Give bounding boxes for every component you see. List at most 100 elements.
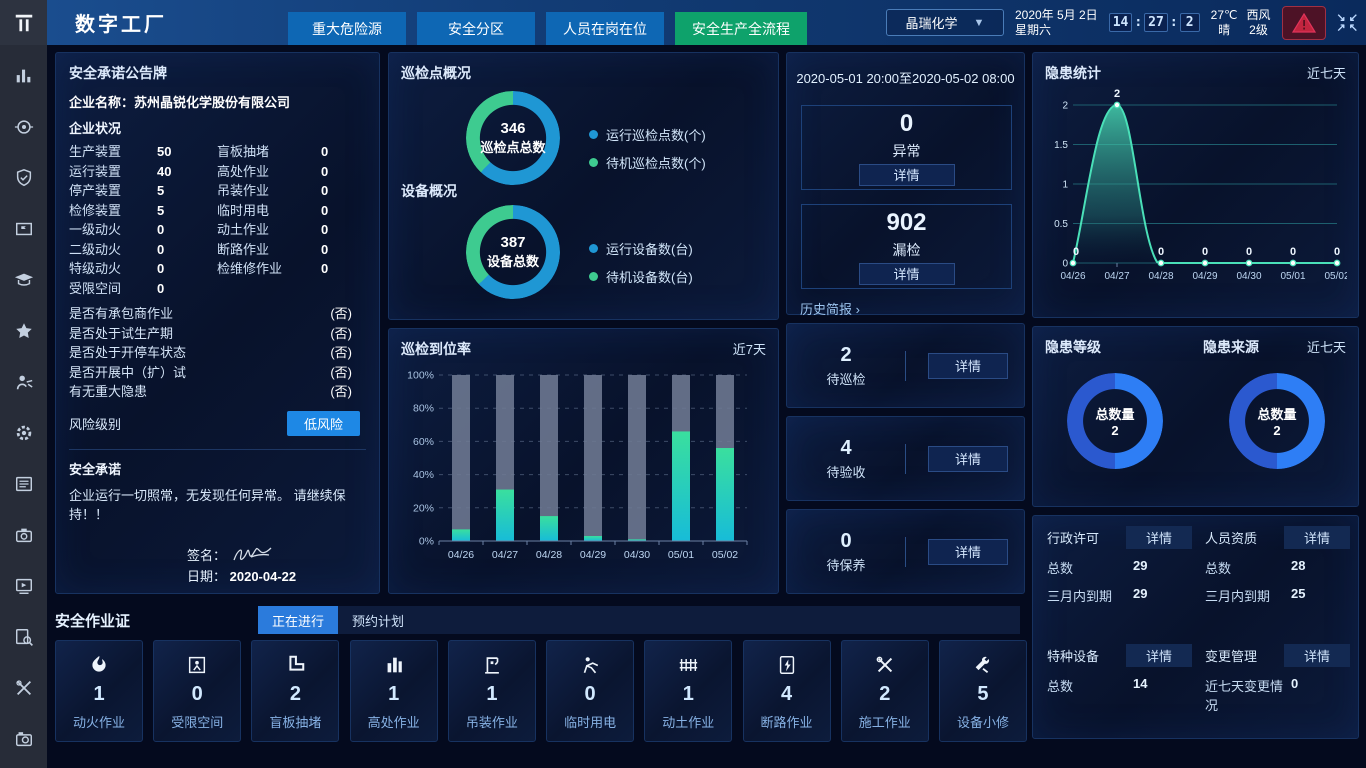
nav-button-1[interactable]: 安全分区	[417, 12, 535, 45]
detail-button[interactable]: 详情	[858, 163, 955, 186]
stat-label: 检维修作业	[217, 261, 283, 276]
sidebar-item-graduation-cap[interactable]	[14, 270, 34, 290]
svg-text:1: 1	[1062, 180, 1068, 191]
question-value: (否)	[330, 306, 352, 321]
sidebar-item-star[interactable]	[14, 321, 34, 341]
rate-chart-title: 巡检到位率	[401, 341, 471, 357]
detail-button[interactable]: 详情	[928, 352, 1008, 379]
permit-card-动火作业[interactable]: 1 动火作业	[55, 640, 143, 742]
stat-label: 一级动火	[69, 222, 122, 237]
risk-level-badge[interactable]: 低风险	[286, 410, 360, 436]
app-logo	[0, 0, 47, 45]
stat-value: 0	[321, 241, 329, 257]
shift-summary-panel: 2020-05-01 20:00至2020-05-02 08:00 0 异常 详情 9…	[786, 52, 1025, 317]
search-doc-icon	[15, 629, 33, 646]
info-row: 三月内到期 29	[1047, 586, 1192, 605]
detail-button[interactable]: 详情	[1126, 526, 1192, 549]
star-icon	[15, 323, 32, 338]
sidebar-item-tools[interactable]	[14, 678, 34, 698]
danger-donut-range: 近七天	[1306, 340, 1346, 355]
svg-text:04/29: 04/29	[1192, 271, 1217, 282]
info-row: 近七天变更情况 0	[1205, 676, 1350, 714]
lifting-icon	[481, 653, 503, 677]
permit-card-动土作业[interactable]: 1 动土作业	[644, 640, 733, 742]
detail-button[interactable]: 详情	[928, 538, 1008, 565]
company-select[interactable]: 晶瑞化学 ▼	[885, 9, 1004, 36]
permit-card-设备小修[interactable]: 5 设备小修	[938, 640, 1027, 742]
danger-donuts-panel: 隐患等级 隐患来源 近七天 总数量 2 总数量 2	[1032, 326, 1359, 507]
company-status-title: 企业状况	[69, 121, 122, 136]
nav-button-3[interactable]: 安全生产全流程	[675, 12, 807, 45]
legend-item: 待机设备数(台)	[589, 267, 693, 286]
stat-value: 5	[157, 202, 165, 218]
stat-value: 50	[157, 144, 172, 159]
repair-icon	[972, 653, 994, 677]
info-block-行政许可: 行政许可 详情 总数 29 三月内到期 29	[1047, 526, 1192, 605]
svg-text:1.5: 1.5	[1054, 140, 1068, 151]
sidebar-item-camera[interactable]	[14, 525, 34, 545]
info-row-label: 总数	[1047, 561, 1074, 576]
permit-count: 1	[682, 683, 694, 705]
sidebar-item-shield-check[interactable]	[14, 168, 34, 188]
chevron-down-icon: ▼	[973, 16, 985, 29]
detail-button[interactable]: 详情	[1284, 526, 1350, 549]
legend-dot-icon	[589, 244, 598, 253]
permit-card-临时用电[interactable]: 0 临时用电	[546, 640, 635, 742]
sidebar-item-worker[interactable]	[14, 372, 34, 392]
detail-button[interactable]: 详情	[1284, 644, 1350, 667]
device-camera-icon	[15, 732, 32, 747]
sidebar-item-gear[interactable]	[14, 423, 34, 443]
stat-value: 0	[157, 280, 165, 296]
send-doc-icon	[15, 578, 32, 594]
info-block-header: 行政许可 详情	[1047, 526, 1192, 549]
detail-button[interactable]: 详情	[858, 262, 955, 285]
permit-card-施工作业[interactable]: 2 施工作业	[840, 640, 929, 742]
nav-button-0[interactable]: 重大危险源	[288, 12, 406, 45]
permits-tab-0[interactable]: 正在进行	[258, 606, 339, 634]
detail-button[interactable]: 详情	[928, 445, 1008, 472]
permit-card-受限空间[interactable]: 0 受限空间	[153, 640, 242, 742]
sidebar-item-form[interactable]	[14, 474, 34, 494]
stat-label: 高处作业	[217, 163, 270, 179]
permit-count: 2	[289, 683, 301, 705]
danger-level-donut	[1067, 373, 1163, 469]
permit-card-盲板抽堵[interactable]: 2 盲板抽堵	[251, 640, 340, 742]
permit-card-吊装作业[interactable]: 1 吊装作业	[447, 640, 536, 742]
alarm-button[interactable]	[1281, 5, 1326, 40]
stat-label: 特级动火	[69, 261, 122, 276]
info-row: 总数 28	[1205, 558, 1350, 577]
nav-button-2[interactable]: 人员在岗在位	[546, 12, 664, 45]
detail-button[interactable]: 详情	[1126, 644, 1192, 667]
info-block-header: 变更管理 详情	[1205, 644, 1350, 667]
permits-tab-1[interactable]: 预约计划	[352, 613, 405, 629]
permit-card-断路作业[interactable]: 4 断路作业	[742, 640, 831, 742]
patrol-legend: 运行巡检点数(个) 待机巡检点数(个)	[589, 125, 706, 172]
stat-value: 0	[321, 163, 329, 179]
shield-check-icon	[16, 169, 31, 187]
svg-text:80%: 80%	[413, 403, 434, 415]
svg-text:20%: 20%	[413, 502, 434, 514]
sidebar-item-device-camera[interactable]	[14, 729, 34, 749]
sidebar-item-search-doc[interactable]	[14, 627, 34, 647]
left-sidebar	[0, 0, 47, 768]
stat-value: 40	[157, 163, 172, 179]
collapse-screen-icon[interactable]: ↘ ↙ ↗ ↖	[1336, 11, 1359, 34]
svg-text:05/02: 05/02	[1324, 271, 1347, 282]
sidebar-item-board-flag[interactable]	[14, 219, 34, 239]
info-block-特种设备: 特种设备 详情 总数 14	[1047, 644, 1192, 695]
sidebar-item-bar-chart[interactable]	[14, 66, 34, 86]
date-display: 2020年 5月 2日 星期六	[1014, 7, 1098, 37]
sidebar-item-monitor[interactable]	[14, 117, 34, 137]
question-value: (否)	[330, 325, 352, 341]
question-row: 是否有承包商作业 (否)	[69, 304, 366, 324]
permit-count: 1	[388, 683, 400, 705]
svg-text:0: 0	[1334, 246, 1340, 258]
history-report-link[interactable]: 历史简报 ›	[800, 302, 860, 317]
svg-text:0: 0	[1073, 246, 1079, 258]
sidebar-item-send-doc[interactable]	[14, 576, 34, 596]
stat-label: 生产装置	[69, 144, 122, 159]
permit-card-高处作业[interactable]: 1 高处作业	[349, 640, 438, 742]
stat-label	[217, 279, 321, 299]
stat-value: 0	[321, 202, 329, 218]
stat-value: 0	[321, 144, 329, 159]
